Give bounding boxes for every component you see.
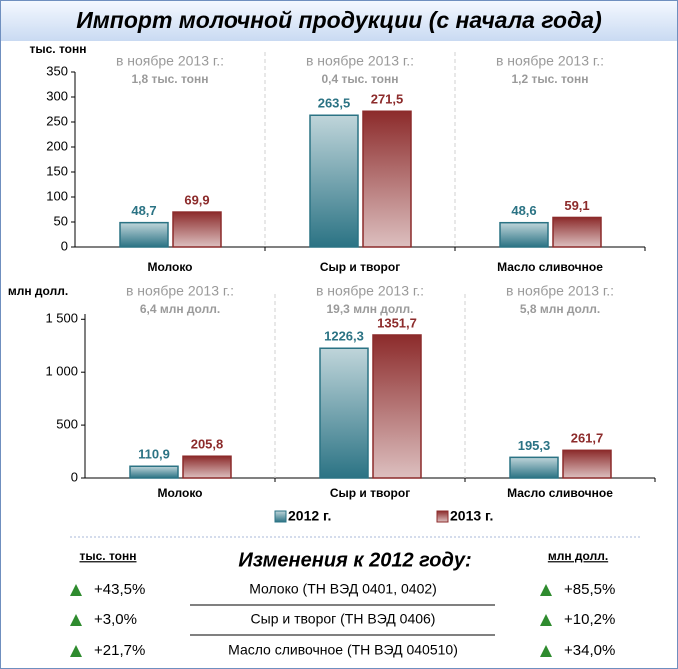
y-tick-label: 250	[46, 113, 68, 128]
change-value: +3,0%	[94, 611, 137, 628]
annotation-value: 1,2 тыс. тонн	[511, 72, 588, 86]
bar	[499, 221, 549, 248]
annotation-value: 5,8 млн долл.	[520, 302, 600, 316]
up-arrow	[540, 645, 552, 657]
y-tick-label: 200	[46, 138, 68, 153]
bar	[362, 110, 412, 248]
y-tick-label: 1 000	[45, 364, 78, 379]
x-tick-label: Молоко	[148, 260, 193, 274]
up-arrow	[540, 614, 552, 626]
y-tick-label: 50	[54, 213, 68, 228]
value-label: 205,8	[191, 437, 224, 452]
bar	[372, 334, 422, 479]
change-value: +34,0%	[564, 642, 615, 659]
legend-label: 2012 г.	[288, 508, 331, 524]
changes-title: Изменения к 2012 году:	[238, 549, 471, 571]
annotation-value: 1,8 тыс. тонн	[131, 72, 208, 86]
y-tick-label: 150	[46, 163, 68, 178]
title-bar	[1, 1, 677, 41]
value-label: 1351,7	[377, 315, 417, 330]
bar	[509, 456, 559, 479]
x-tick-label: Молоко	[158, 486, 203, 500]
y-tick-label: 0	[71, 469, 78, 484]
bar	[129, 465, 179, 479]
value-label: 48,6	[511, 203, 536, 218]
bar	[309, 114, 359, 248]
annotation-label: в ноябре 2013 г.:	[126, 283, 234, 299]
up-arrow	[70, 584, 82, 596]
y-axis-label: млн долл.	[8, 284, 68, 298]
value-label: 195,3	[518, 438, 551, 453]
x-tick-label: Сыр и творог	[320, 260, 400, 274]
row-label: Молоко (ТН ВЭД 0401, 0402)	[249, 581, 437, 597]
change-value: +43,5%	[94, 581, 145, 598]
legend-label: 2013 г.	[450, 508, 493, 524]
bar	[552, 216, 602, 248]
annotation-value: 6,4 млн долл.	[140, 302, 220, 316]
annotation-value: 19,3 млн долл.	[327, 302, 414, 316]
value-label: 261,7	[571, 431, 604, 446]
legend-swatch	[274, 510, 287, 523]
row-label: Масло сливочное (ТН ВЭД 040510)	[228, 642, 458, 658]
title: Импорт молочной продукции (с начала года…	[76, 7, 602, 33]
y-tick-label: 1 500	[45, 311, 78, 326]
change-value: +85,5%	[564, 581, 615, 598]
value-label: 48,7	[131, 203, 156, 218]
y-tick-label: 100	[46, 188, 68, 203]
change-value: +21,7%	[94, 642, 145, 659]
annotation-label: в ноябре 2013 г.:	[496, 53, 604, 69]
y-tick-label: 350	[46, 63, 68, 78]
left-header: тыс. тонн	[79, 549, 136, 563]
bar	[182, 455, 232, 479]
annotation-label: в ноябре 2013 г.:	[116, 53, 224, 69]
row-label: Сыр и творог (ТН ВЭД 0406)	[251, 611, 436, 627]
up-arrow	[70, 614, 82, 626]
y-tick-label: 300	[46, 88, 68, 103]
legend-swatch	[436, 510, 449, 523]
y-axis-label: тыс. тонн	[29, 42, 86, 56]
x-tick-label: Сыр и творог	[330, 486, 410, 500]
right-header: млн долл.	[548, 549, 608, 563]
annotation-label: в ноябре 2013 г.:	[316, 283, 424, 299]
annotation-label: в ноябре 2013 г.:	[306, 53, 414, 69]
x-tick-label: Масло сливочное	[507, 486, 613, 500]
bar	[172, 211, 222, 248]
up-arrow	[70, 645, 82, 657]
value-label: 69,9	[184, 192, 209, 207]
value-label: 271,5	[371, 92, 404, 107]
value-label: 1226,3	[324, 329, 364, 344]
change-value: +10,2%	[564, 611, 615, 628]
up-arrow	[540, 584, 552, 596]
bar	[319, 347, 369, 479]
annotation-value: 0,4 тыс. тонн	[321, 72, 398, 86]
value-label: 110,9	[138, 447, 170, 462]
bar	[119, 221, 169, 248]
annotation-label: в ноябре 2013 г.:	[506, 283, 614, 299]
x-tick-label: Масло сливочное	[497, 260, 603, 274]
y-tick-label: 0	[61, 238, 68, 253]
value-label: 59,1	[564, 198, 589, 213]
bar	[562, 449, 612, 479]
value-label: 263,5	[318, 96, 351, 111]
y-tick-label: 500	[56, 417, 78, 432]
